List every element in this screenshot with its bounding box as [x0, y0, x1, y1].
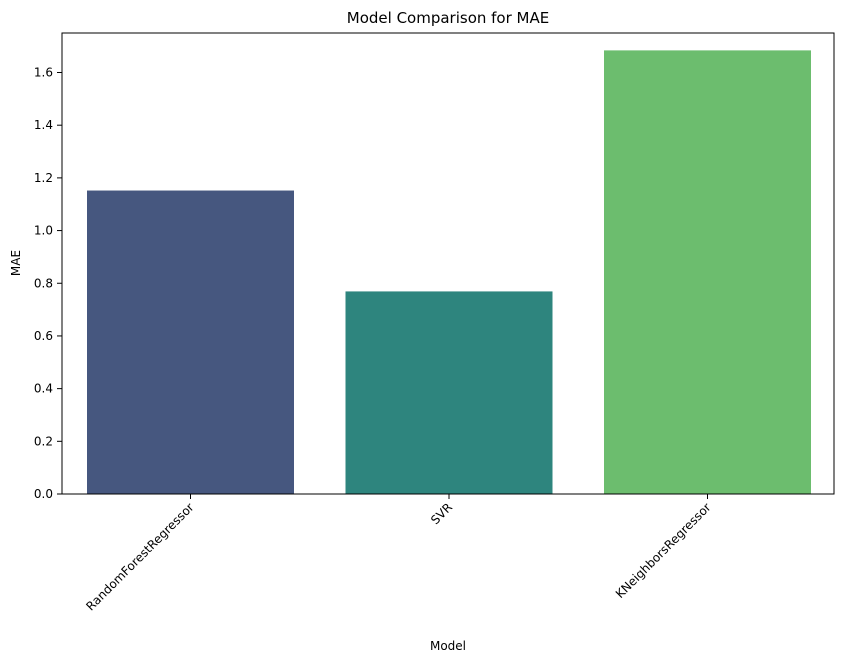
y-tick-label: 0.6 [34, 329, 53, 343]
bar-KNeighborsRegressor [604, 50, 811, 494]
bars-group [87, 50, 811, 495]
bar-RandomForestRegressor [87, 190, 294, 495]
y-tick-label: 0.0 [34, 487, 53, 501]
x-tick-label: RandomForestRegressor [83, 500, 196, 613]
y-tick-label: 1.4 [34, 118, 53, 132]
chart-title: Model Comparison for MAE [347, 9, 549, 27]
x-axis-label: Model [430, 639, 466, 653]
y-tick-label: 1.6 [34, 66, 53, 80]
y-tick-label: 1.2 [34, 171, 53, 185]
y-axis-label: MAE [9, 250, 23, 276]
plot-frame [61, 32, 835, 495]
y-tick-label: 1.0 [34, 224, 53, 238]
x-tick-label: SVR [428, 500, 455, 527]
y-tick-label: 0.4 [34, 382, 53, 396]
x-tick-label: KNeighborsRegressor [613, 500, 714, 601]
y-axis: 0.0 0.2 0.4 0.6 0.8 1.0 1.2 1.4 1.6 [34, 66, 62, 501]
x-axis: RandomForestRegressor SVR KNeighborsRegres… [83, 494, 714, 613]
y-tick-label: 0.8 [34, 276, 53, 290]
bar-SVR [345, 291, 553, 494]
y-tick-label: 0.2 [34, 434, 53, 448]
